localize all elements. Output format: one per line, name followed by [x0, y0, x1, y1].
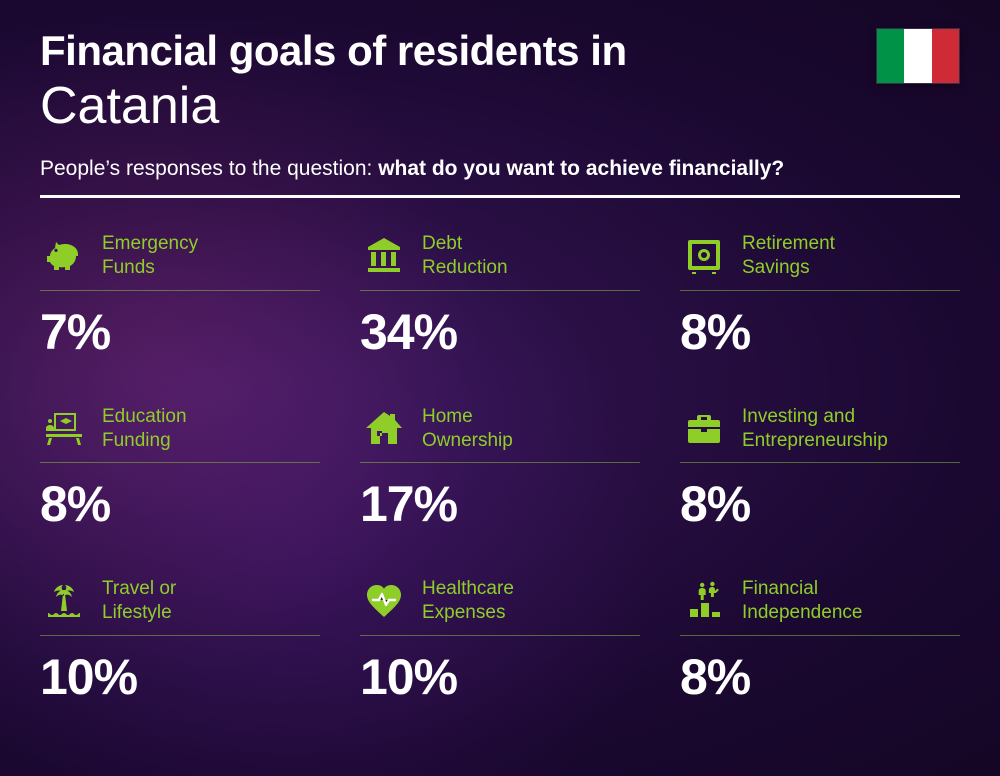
flag-stripe-2: [904, 29, 931, 83]
safe-icon: [680, 234, 728, 278]
card-label-l2: Lifestyle: [102, 602, 172, 623]
heart-pulse-icon: [360, 579, 408, 623]
card-label-l2: Ownership: [422, 430, 513, 451]
stat-card: Travel or Lifestyle 10%: [40, 577, 320, 706]
palm-icon: [40, 579, 88, 623]
title-line2: Catania: [40, 78, 627, 135]
stat-card: Financial Independence 8%: [680, 577, 960, 706]
card-label-l1: Investing and: [742, 406, 855, 427]
card-head: Emergency Funds: [40, 232, 320, 291]
card-label: Retirement Savings: [742, 232, 835, 280]
card-label-l1: Debt: [422, 233, 462, 254]
card-label-l2: Expenses: [422, 602, 505, 623]
card-head: Financial Independence: [680, 577, 960, 636]
card-label-l2: Reduction: [422, 257, 508, 278]
card-label-l1: Travel or: [102, 578, 176, 599]
card-value: 10%: [40, 648, 320, 706]
card-label: Education Funding: [102, 405, 187, 453]
card-label: Healthcare Expenses: [422, 577, 514, 625]
stat-card: Education Funding 8%: [40, 405, 320, 534]
card-head: Education Funding: [40, 405, 320, 464]
subtitle-prefix: People’s responses to the question:: [40, 157, 378, 180]
stat-card: Emergency Funds 7%: [40, 232, 320, 361]
header-row: Financial goals of residents in Catania: [40, 28, 960, 135]
card-head: Travel or Lifestyle: [40, 577, 320, 636]
card-label-l2: Independence: [742, 602, 862, 623]
card-label-l1: Education: [102, 406, 187, 427]
flag-italy: [876, 28, 960, 84]
card-value: 8%: [680, 648, 960, 706]
card-label-l1: Retirement: [742, 233, 835, 254]
education-icon: [40, 407, 88, 451]
card-head: Debt Reduction: [360, 232, 640, 291]
title-line1: Financial goals of residents in: [40, 28, 627, 74]
stat-card: Home Ownership 17%: [360, 405, 640, 534]
card-label-l2: Entrepreneurship: [742, 430, 888, 451]
cards-grid: Emergency Funds 7% Debt Reduction 34% Retireme…: [40, 232, 960, 706]
card-value: 17%: [360, 475, 640, 533]
stat-card: Healthcare Expenses 10%: [360, 577, 640, 706]
card-value: 7%: [40, 303, 320, 361]
card-value: 10%: [360, 648, 640, 706]
divider: [40, 195, 960, 198]
stat-card: Investing and Entrepreneurship 8%: [680, 405, 960, 534]
stat-card: Debt Reduction 34%: [360, 232, 640, 361]
card-label-l1: Home: [422, 406, 473, 427]
card-head: Healthcare Expenses: [360, 577, 640, 636]
card-head: Retirement Savings: [680, 232, 960, 291]
card-label: Investing and Entrepreneurship: [742, 405, 888, 453]
subtitle: People’s responses to the question: what…: [40, 157, 960, 181]
briefcase-icon: [680, 407, 728, 451]
card-value: 34%: [360, 303, 640, 361]
card-label-l1: Healthcare: [422, 578, 514, 599]
card-label: Home Ownership: [422, 405, 513, 453]
flag-stripe-1: [877, 29, 904, 83]
bank-icon: [360, 234, 408, 278]
card-label-l1: Financial: [742, 578, 818, 599]
infographic-container: Financial goals of residents in Catania …: [0, 0, 1000, 726]
card-head: Home Ownership: [360, 405, 640, 464]
card-value: 8%: [680, 303, 960, 361]
card-label: Emergency Funds: [102, 232, 198, 280]
piggy-bank-icon: [40, 234, 88, 278]
subtitle-bold: what do you want to achieve financially?: [378, 157, 784, 180]
card-label: Financial Independence: [742, 577, 862, 625]
card-label-l1: Emergency: [102, 233, 198, 254]
title-block: Financial goals of residents in Catania: [40, 28, 627, 135]
card-label: Travel or Lifestyle: [102, 577, 176, 625]
house-icon: [360, 407, 408, 451]
podium-icon: [680, 579, 728, 623]
card-label: Debt Reduction: [422, 232, 508, 280]
stat-card: Retirement Savings 8%: [680, 232, 960, 361]
card-value: 8%: [40, 475, 320, 533]
flag-stripe-3: [932, 29, 959, 83]
card-label-l2: Funds: [102, 257, 155, 278]
card-head: Investing and Entrepreneurship: [680, 405, 960, 464]
card-label-l2: Funding: [102, 430, 171, 451]
card-label-l2: Savings: [742, 257, 810, 278]
card-value: 8%: [680, 475, 960, 533]
